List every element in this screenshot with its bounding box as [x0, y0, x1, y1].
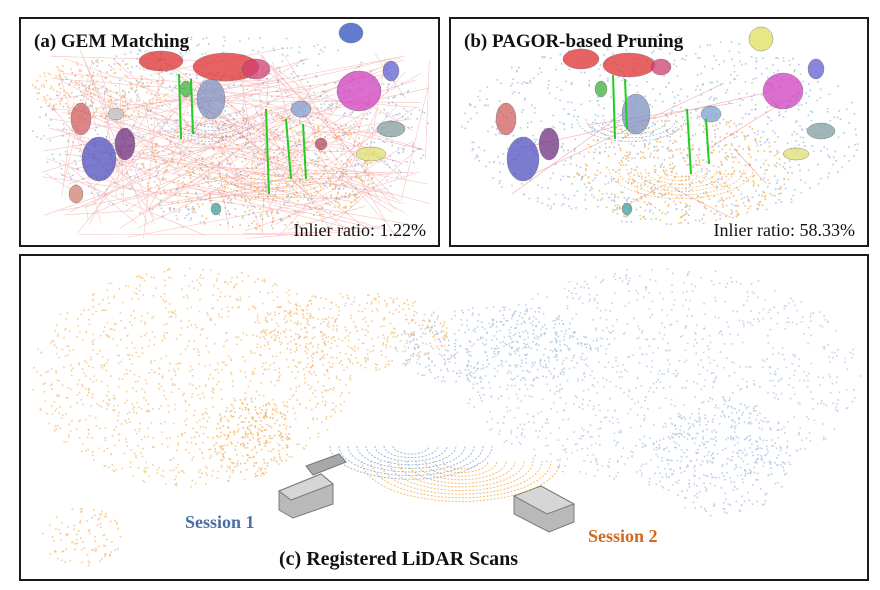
panel-b-inlier-ratio: Inlier ratio: 58.33% — [713, 220, 855, 240]
panel-a-inlier-ratio: Inlier ratio: 1.22% — [293, 220, 426, 240]
pagor-pruning-visualization — [461, 26, 859, 225]
session-2-label: Session 2 — [588, 526, 658, 546]
vehicle-1-model — [277, 453, 347, 519]
panel-gem-matching: (a) GEM Matching Inlier ratio: 1.22% — [19, 17, 440, 247]
registered-scans-visualization — [32, 267, 862, 567]
panel-registered-scans: Session 1 Session 2 (c) Registered LiDAR… — [19, 254, 869, 581]
session-1-label: Session 1 — [185, 512, 255, 532]
panel-c-caption: (c) Registered LiDAR Scans — [279, 548, 519, 570]
vehicle-2-model — [512, 485, 576, 533]
panel-b-title: (b) PAGOR-based Pruning — [464, 31, 684, 52]
panel-pagor-pruning: (b) PAGOR-based Pruning Inlier ratio: 58… — [449, 17, 869, 247]
panel-a-title: (a) GEM Matching — [34, 31, 190, 52]
gem-matching-visualization — [32, 22, 431, 239]
